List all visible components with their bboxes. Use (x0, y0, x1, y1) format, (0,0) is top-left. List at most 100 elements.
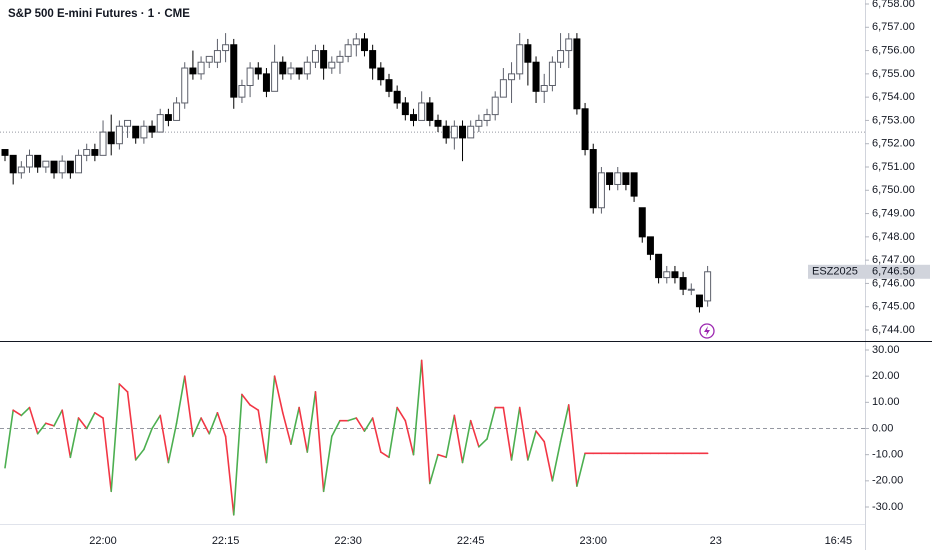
y-tick-label: 10.00 (872, 396, 900, 408)
line-segment (159, 414, 170, 464)
line-segment (510, 406, 521, 461)
candle-body (222, 44, 230, 52)
candle-body (344, 44, 352, 57)
y-tick-label: 30.00 (872, 344, 900, 356)
line-segment (388, 406, 398, 459)
candle-body (17, 166, 25, 174)
line-segment (175, 375, 186, 425)
y-tick-label: 6,755.00 (872, 68, 915, 80)
line-segment (208, 411, 219, 435)
line-segment (363, 417, 374, 432)
line-segment (347, 417, 358, 422)
line-segment (200, 417, 211, 435)
candle-body (50, 160, 58, 174)
candle-body (508, 73, 516, 81)
candle-body (148, 125, 156, 133)
last-price-box (808, 264, 930, 279)
line-segment (535, 430, 546, 443)
candle-body (360, 38, 368, 52)
line-segment (502, 406, 513, 461)
x-tick-label: 16:45 (825, 535, 853, 547)
candle-body (311, 50, 319, 63)
y-tick-label: 6,747.00 (872, 254, 915, 266)
line-segment (77, 417, 88, 430)
candle-body (385, 79, 393, 92)
line-segment (12, 409, 23, 417)
line-segment (453, 414, 464, 464)
line-segment (420, 359, 431, 485)
candle-body (107, 131, 115, 145)
line-segment (110, 383, 121, 493)
line-segment (167, 422, 178, 464)
x-tick-label: 22:15 (212, 535, 240, 547)
candle-body (491, 96, 499, 116)
candle-body (132, 125, 140, 139)
line-segment (404, 419, 415, 456)
candle-body (238, 85, 246, 98)
y-tick-label: 6,757.00 (872, 21, 915, 33)
line-segment (290, 406, 300, 446)
line-segment (380, 451, 390, 459)
y-tick-label: 6,751.00 (872, 161, 915, 173)
line-segment (429, 453, 439, 485)
line-segment (143, 427, 153, 451)
y-tick-label: 6,758.00 (872, 0, 915, 10)
candle-body (393, 90, 401, 104)
last-price-symbol: ESZ2025 (812, 266, 858, 278)
candle-body (115, 125, 123, 145)
candle-body (34, 154, 42, 168)
y-tick-label: 6,744.00 (872, 324, 915, 336)
candle-body (320, 50, 328, 69)
line-segment (183, 375, 194, 438)
candle-body (679, 277, 687, 290)
candle-body (516, 44, 524, 75)
line-segment (126, 391, 137, 461)
line-segment (486, 406, 497, 440)
line-segment (445, 414, 456, 459)
line-segment (102, 417, 113, 493)
line-segment (4, 409, 14, 469)
candle-body (377, 67, 385, 81)
candle-body (589, 149, 597, 209)
candle-body (26, 154, 34, 168)
y-tick-label: 6,754.00 (872, 91, 915, 103)
y-tick-label: 6,753.00 (872, 114, 915, 126)
candle-body (646, 236, 654, 255)
y-tick-label: -20.00 (872, 475, 903, 487)
y-tick-label: 6,749.00 (872, 207, 915, 219)
line-segment (61, 409, 72, 459)
line-segment (45, 422, 55, 427)
candle-body (418, 102, 426, 121)
line-segment (94, 411, 104, 419)
candle-body (279, 61, 287, 75)
candle-body (213, 50, 221, 63)
candle-body (328, 61, 336, 69)
alert-icon (699, 323, 715, 339)
line-segment (461, 419, 472, 464)
line-segment (559, 404, 570, 443)
line-segment (69, 417, 80, 459)
line-segment (298, 406, 309, 453)
candle-body (83, 149, 91, 156)
y-tick-label: -30.00 (872, 501, 903, 513)
line-segment (151, 414, 162, 430)
candle-body (442, 125, 450, 139)
candle-body (1, 149, 9, 156)
candle-body (704, 271, 712, 302)
line-segment (241, 393, 251, 406)
candle-body (606, 172, 614, 185)
line-segment (281, 411, 292, 446)
y-tick-label: 20.00 (872, 370, 900, 382)
line-segment (567, 404, 578, 487)
candle-body (450, 125, 458, 139)
line-segment (355, 417, 366, 432)
candle-body (9, 154, 17, 174)
candle-body (181, 67, 189, 104)
candle-body (663, 271, 671, 279)
candle-body (164, 114, 172, 121)
candle-body (467, 125, 475, 139)
line-segment (53, 409, 63, 427)
candle-body (426, 102, 434, 121)
